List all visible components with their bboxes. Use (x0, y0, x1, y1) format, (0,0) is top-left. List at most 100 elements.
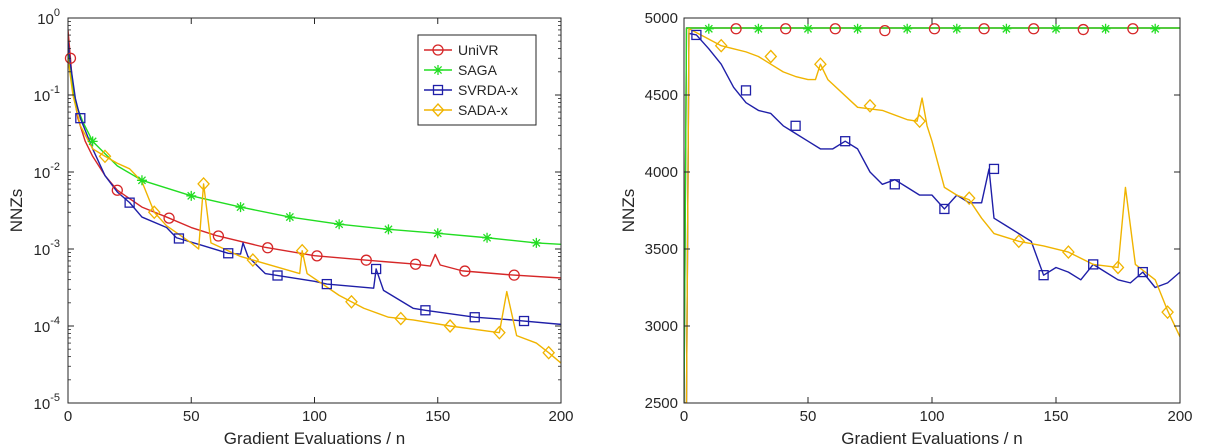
marker-univr (1127, 23, 1139, 35)
y-tick-label: 10-3 (34, 238, 60, 259)
marker-saga (482, 232, 493, 243)
y-tick-label-exponent: -4 (50, 315, 60, 327)
marker-svrda-x (173, 233, 185, 244)
y-tick-label-base: 10 (34, 396, 51, 413)
series-line-svrda-x (68, 41, 561, 326)
marker-sada-x (962, 191, 976, 206)
series-lines (68, 29, 561, 364)
marker-saga (803, 23, 813, 34)
plot-area (684, 18, 1180, 403)
marker-sada-x (443, 319, 457, 333)
marker-sada-x (542, 345, 556, 360)
marker-univr (212, 230, 225, 242)
marker-sada-x (295, 243, 309, 258)
marker-svrda-x (790, 120, 801, 131)
marker-saga (1100, 23, 1111, 34)
series-line-sada-x (68, 58, 561, 364)
y-tick-label: 10-1 (34, 84, 60, 105)
marker-univr (163, 212, 175, 224)
marker-saga (1001, 23, 1012, 34)
series-line-sada-x (684, 28, 1180, 403)
marker-sada-x (1161, 305, 1174, 320)
marker-univr (928, 23, 941, 35)
series-line-univr (68, 29, 561, 279)
marker-univr (111, 184, 123, 196)
legend-marker-sada-x (431, 103, 445, 117)
y-tick-label: 100 (37, 7, 60, 28)
y-tick-label-base: 10 (37, 11, 54, 28)
y-tick-label: 10-2 (34, 161, 60, 182)
legend-label-sada-x: SADA-x (458, 102, 508, 118)
marker-univr (311, 250, 323, 262)
y-tick-label-exponent: -3 (50, 238, 60, 250)
marker-saga (383, 224, 394, 235)
y-tick-label-exponent: -2 (50, 161, 60, 173)
y-tick-label: 5000 (645, 10, 678, 27)
marker-sada-x (714, 38, 728, 53)
marker-sada-x (197, 176, 210, 191)
marker-univr (262, 242, 274, 254)
marker-sada-x (394, 311, 408, 326)
legend: UniVR SAGA SVRDA-x SADA-x (417, 34, 537, 126)
y-tick-label-exponent: -5 (50, 392, 60, 404)
marker-saga (753, 23, 764, 34)
legend-marker-saga (433, 65, 443, 75)
y-tick-label-base: 10 (34, 242, 51, 259)
x-tick-label: 200 (1167, 408, 1192, 425)
series-lines (684, 27, 1180, 403)
x-tick-label: 50 (183, 408, 200, 425)
x-tick-label: 150 (1043, 408, 1068, 425)
marker-svrda-x (1038, 270, 1049, 281)
x-axis-label: Gradient Evaluations / n (224, 429, 405, 448)
marker-univr (978, 23, 990, 35)
x-tick-label: 200 (548, 408, 573, 425)
legend-marker-univr (432, 44, 444, 56)
marker-saga (186, 190, 197, 201)
marker-svrda-x (370, 263, 382, 275)
marker-svrda-x (740, 85, 752, 96)
marker-svrda-x (1088, 259, 1099, 270)
marker-univr (508, 269, 520, 281)
marker-sada-x (913, 114, 926, 129)
marker-saga (284, 212, 295, 223)
marker-univr (829, 23, 841, 35)
marker-svrda-x (1137, 266, 1148, 278)
marker-sada-x (345, 294, 358, 309)
marker-svrda-x (321, 278, 332, 290)
marker-univr (730, 23, 742, 35)
marker-saga (334, 219, 345, 230)
marker-sada-x (764, 49, 778, 64)
marker-svrda-x (939, 203, 950, 215)
marker-saga (235, 202, 246, 213)
marker-saga (902, 23, 913, 34)
marker-sada-x (246, 253, 260, 267)
marker-svrda-x (420, 305, 431, 316)
marker-saga (1150, 23, 1161, 34)
legend-label-svrda-x: SVRDA-x (458, 82, 518, 98)
y-axis-label: NNZs (7, 189, 26, 232)
marker-univr (64, 52, 77, 64)
x-tick-labels: 0 50 100 150 200 (64, 408, 574, 425)
tick-marks (67, 17, 562, 404)
legend-marker-svrda-x (432, 84, 444, 96)
series-line-saga (684, 27, 1180, 403)
x-tick-label: 0 (64, 408, 72, 425)
marker-svrda-x (518, 315, 530, 327)
marker-saga (1051, 23, 1061, 34)
marker-sada-x (1111, 260, 1125, 275)
y-tick-label-base: 10 (34, 165, 51, 182)
marker-sada-x (863, 98, 877, 113)
marker-univr (1028, 23, 1040, 35)
y-tick-label: 4500 (645, 87, 678, 104)
marker-svrda-x (75, 113, 86, 124)
x-axis-label: Gradient Evaluations / n (841, 429, 1022, 448)
marker-saga (852, 23, 863, 34)
y-tick-label: 2500 (645, 395, 678, 412)
marker-univr (409, 258, 422, 270)
marker-sada-x (492, 325, 506, 340)
right-chart-nnz-linear: 0 50 100 150 200 2500 3000 3500 4000 4500 5000 Gr… (619, 10, 1193, 448)
marker-saga (136, 175, 147, 186)
x-tick-label: 50 (800, 408, 817, 425)
